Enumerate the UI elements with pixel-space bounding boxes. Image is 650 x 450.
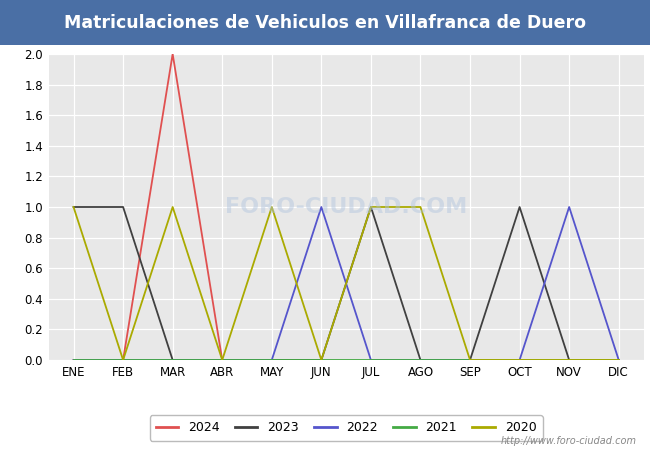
Text: http://www.foro-ciudad.com: http://www.foro-ciudad.com: [501, 436, 637, 446]
Legend: 2024, 2023, 2022, 2021, 2020: 2024, 2023, 2022, 2021, 2020: [150, 415, 543, 441]
Text: Matriculaciones de Vehiculos en Villafranca de Duero: Matriculaciones de Vehiculos en Villafra…: [64, 14, 586, 32]
Text: FORO-CIUDAD.COM: FORO-CIUDAD.COM: [225, 197, 467, 217]
